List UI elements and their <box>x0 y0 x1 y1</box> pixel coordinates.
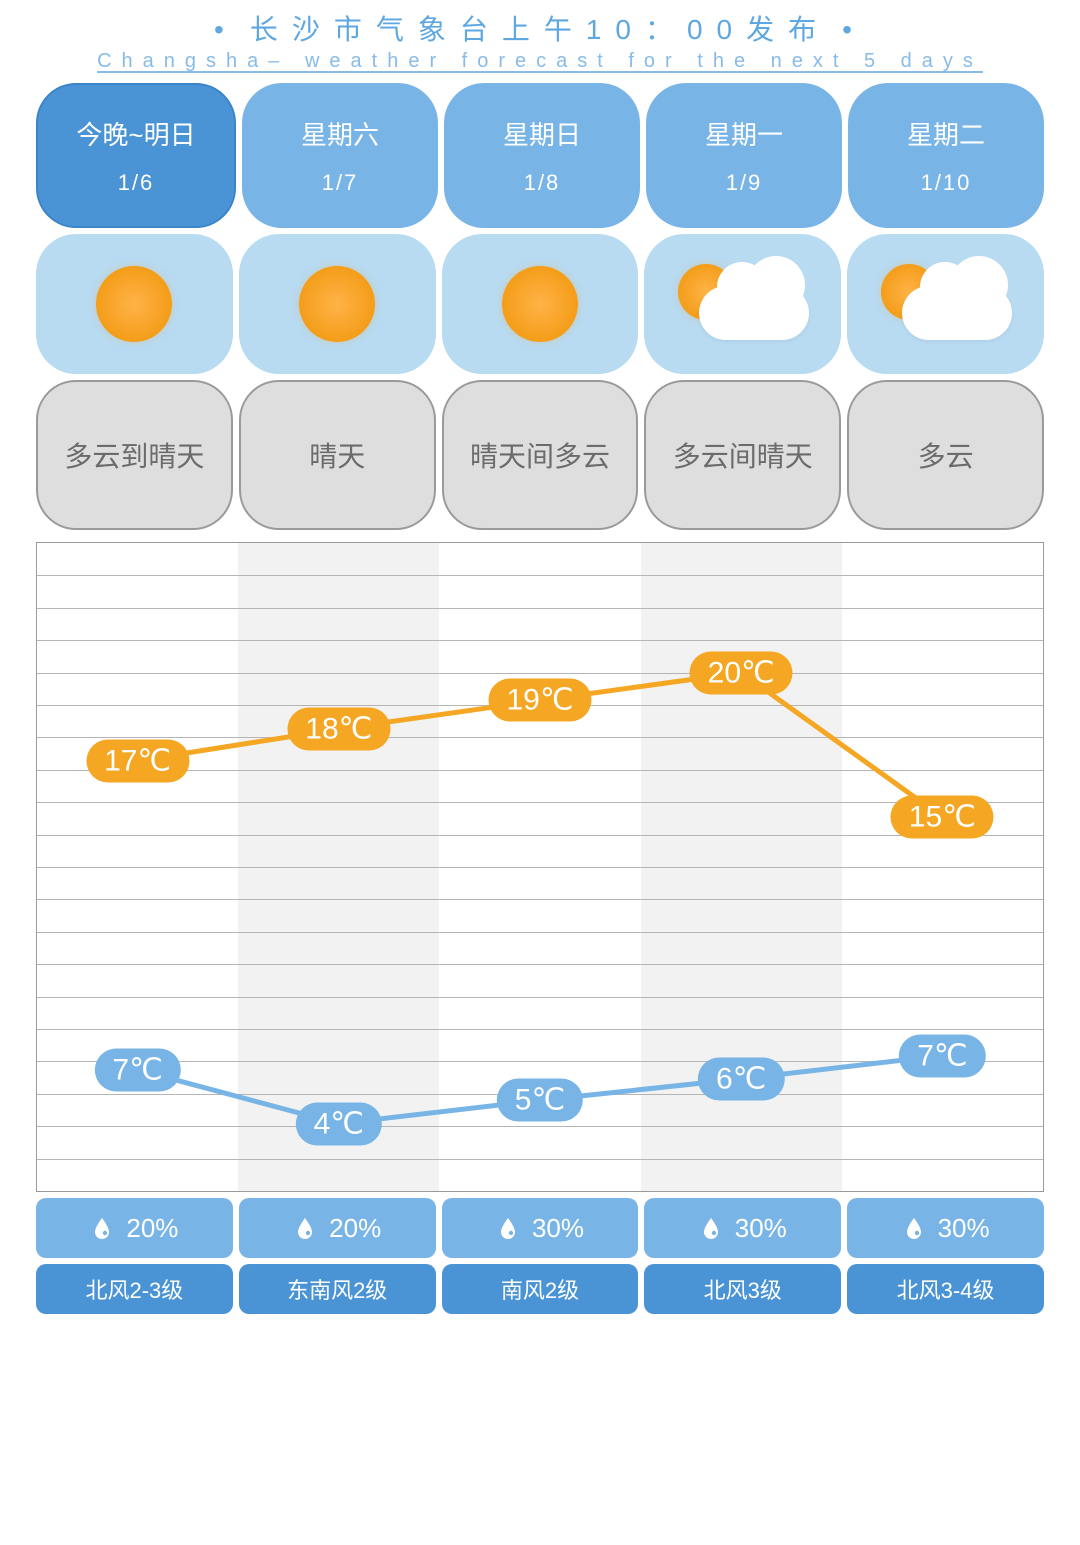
low-temp-label-4: 7℃ <box>899 1034 985 1077</box>
humidity-tile-1: 20% <box>239 1198 436 1258</box>
humidity-tile-3: 30% <box>644 1198 841 1258</box>
weather-icon-3 <box>644 234 841 374</box>
condition-tile-2: 晴天间多云 <box>442 380 639 530</box>
day-name: 星期一 <box>705 115 783 152</box>
high-temp-label-0: 17℃ <box>86 739 189 782</box>
droplet-icon <box>496 1216 520 1240</box>
droplet-icon <box>699 1216 723 1240</box>
sun-icon <box>502 266 578 342</box>
droplet-icon <box>902 1216 926 1240</box>
weather-icon-0 <box>36 234 233 374</box>
day-date: 1/8 <box>524 170 561 196</box>
page-subtitle: Changsha– weather forecast for the next … <box>0 50 1080 73</box>
low-temp-label-2: 5℃ <box>497 1079 583 1122</box>
wind-row: 北风2-3级东南风2级南风2级北风3级北风3-4级 <box>0 1264 1080 1314</box>
sun-icon <box>96 266 172 342</box>
weather-icon-4 <box>847 234 1044 374</box>
weather-icon-1 <box>239 234 436 374</box>
day-tile-2[interactable]: 星期日 1/8 <box>444 83 640 228</box>
condition-tile-0: 多云到晴天 <box>36 380 233 530</box>
high-temp-label-1: 18℃ <box>287 707 390 750</box>
day-date: 1/6 <box>118 170 155 196</box>
humidity-row: 20%20%30%30%30% <box>0 1198 1080 1258</box>
low-temp-label-3: 6℃ <box>698 1057 784 1100</box>
partly-cloudy-icon <box>847 234 1044 374</box>
day-date: 1/7 <box>322 170 359 196</box>
condition-tile-1: 晴天 <box>239 380 436 530</box>
wind-tile-3: 北风3级 <box>644 1264 841 1314</box>
high-temp-label-2: 19℃ <box>488 679 591 722</box>
day-date: 1/10 <box>921 170 972 196</box>
low-temp-label-1: 4℃ <box>296 1102 382 1145</box>
wind-tile-1: 东南风2级 <box>239 1264 436 1314</box>
low-temp-label-0: 7℃ <box>94 1048 180 1091</box>
humidity-tile-2: 30% <box>442 1198 639 1258</box>
day-tile-0[interactable]: 今晚~明日 1/6 <box>36 83 236 228</box>
humidity-tile-4: 30% <box>847 1198 1044 1258</box>
condition-tile-3: 多云间晴天 <box>644 380 841 530</box>
high-temp-label-3: 20℃ <box>690 651 793 694</box>
day-name: 星期二 <box>907 115 985 152</box>
droplet-icon <box>293 1216 317 1240</box>
partly-cloudy-icon <box>644 234 841 374</box>
weather-icon-row <box>0 234 1080 374</box>
header: 长沙市气象台上午10：00发布 Changsha– weather foreca… <box>0 0 1080 73</box>
day-tile-1[interactable]: 星期六 1/7 <box>242 83 438 228</box>
day-tile-4[interactable]: 星期二 1/10 <box>848 83 1044 228</box>
day-name: 星期六 <box>301 115 379 152</box>
condition-tile-4: 多云 <box>847 380 1044 530</box>
condition-row: 多云到晴天晴天晴天间多云多云间晴天多云 <box>0 380 1080 530</box>
weather-icon-2 <box>442 234 639 374</box>
droplet-icon <box>90 1216 114 1240</box>
wind-tile-4: 北风3-4级 <box>847 1264 1044 1314</box>
sun-icon <box>299 266 375 342</box>
day-name: 星期日 <box>503 115 581 152</box>
temperature-chart: 17℃ 7℃ 18℃ 4℃ 19℃ 5℃ 20℃ 6℃ 15℃ 7℃ <box>36 542 1044 1192</box>
wind-tile-2: 南风2级 <box>442 1264 639 1314</box>
high-temp-label-4: 15℃ <box>891 796 994 839</box>
day-row: 今晚~明日 1/6 星期六 1/7 星期日 1/8 星期一 1/9 星期二 1/10 <box>0 83 1080 228</box>
humidity-tile-0: 20% <box>36 1198 233 1258</box>
wind-tile-0: 北风2-3级 <box>36 1264 233 1314</box>
day-date: 1/9 <box>726 170 763 196</box>
day-name: 今晚~明日 <box>76 115 195 152</box>
day-tile-3[interactable]: 星期一 1/9 <box>646 83 842 228</box>
page-title: 长沙市气象台上午10：00发布 <box>0 8 1080 48</box>
